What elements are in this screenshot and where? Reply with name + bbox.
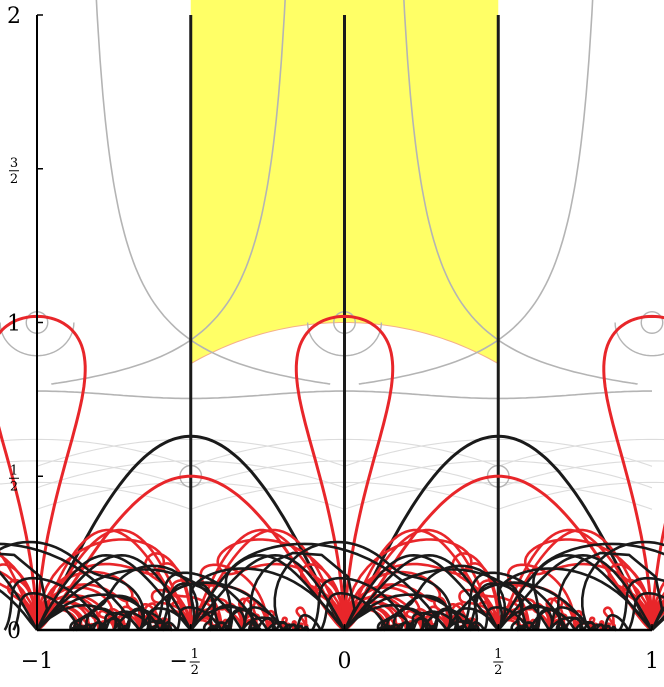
tick-denominator: 2 bbox=[191, 663, 199, 678]
light-level-curve bbox=[0, 481, 191, 510]
x-tick-label: 1 bbox=[645, 649, 659, 674]
y-tick-label: 1 bbox=[7, 312, 21, 337]
black-curve bbox=[189, 567, 346, 631]
black-curve bbox=[548, 616, 583, 632]
black-curve bbox=[0, 570, 39, 631]
light-level-curve bbox=[498, 481, 664, 510]
cusp-marker-circle bbox=[640, 311, 664, 334]
tick-denominator: 2 bbox=[494, 663, 502, 678]
black-curve bbox=[532, 542, 664, 631]
gray-level-curve bbox=[51, 0, 286, 385]
black-curve bbox=[497, 554, 654, 631]
axes-layer bbox=[36, 14, 653, 632]
black-curve bbox=[211, 621, 228, 632]
black-curve bbox=[343, 554, 500, 631]
tick-numerator: 1 bbox=[10, 463, 18, 478]
y-tick-label: 2 bbox=[7, 4, 21, 29]
black-curve bbox=[514, 625, 524, 632]
black-curve bbox=[36, 603, 122, 632]
black-curve bbox=[319, 592, 390, 631]
black-curve bbox=[466, 582, 551, 631]
black-curve bbox=[589, 623, 605, 632]
y-tick-label: 0 bbox=[7, 619, 21, 644]
black-curve bbox=[165, 581, 285, 631]
black-curve bbox=[472, 581, 592, 631]
black-curve bbox=[376, 614, 409, 632]
black-curve bbox=[273, 540, 453, 631]
x-tick-label: −12 bbox=[170, 647, 200, 678]
black-curve bbox=[224, 542, 449, 631]
gray-level-curve bbox=[95, 0, 331, 385]
x-tick-label: 0 bbox=[338, 649, 352, 674]
y-tick-label: 32 bbox=[9, 156, 19, 187]
black-curve bbox=[158, 582, 244, 631]
black-curve bbox=[618, 576, 664, 631]
black-curve bbox=[138, 620, 166, 632]
tick-text: 1 bbox=[7, 312, 21, 337]
black-curve bbox=[497, 567, 654, 631]
red-curve bbox=[523, 538, 654, 625]
x-tick-label: 12 bbox=[493, 647, 504, 678]
black-curve bbox=[35, 434, 346, 631]
black-curve bbox=[102, 611, 141, 632]
black-curve bbox=[519, 621, 535, 632]
black-curve bbox=[79, 623, 93, 632]
black-curve bbox=[248, 551, 356, 632]
black-curve bbox=[189, 554, 346, 631]
tick-numerator: 1 bbox=[191, 647, 199, 662]
tick-denominator: 2 bbox=[10, 479, 18, 494]
black-curve bbox=[555, 551, 664, 632]
gray-level-arc bbox=[614, 322, 664, 357]
tick-denominator: 2 bbox=[10, 172, 18, 187]
black-curve bbox=[581, 540, 664, 631]
tick-numerator: 3 bbox=[10, 156, 18, 171]
black-curve bbox=[206, 625, 217, 632]
light-level-curve bbox=[498, 460, 664, 489]
red-curve bbox=[0, 550, 39, 631]
black-curve bbox=[282, 623, 298, 632]
tick-text: 2 bbox=[7, 4, 21, 29]
tick-text: 0 bbox=[7, 619, 21, 644]
gray-level-curve bbox=[403, 0, 638, 385]
black-curve bbox=[343, 434, 654, 631]
black-curve bbox=[387, 623, 400, 632]
gray-level-curve bbox=[358, 0, 594, 385]
tick-text: 0 bbox=[338, 649, 352, 674]
tick-text: 1 bbox=[645, 649, 659, 674]
tick-text: −1 bbox=[21, 649, 53, 674]
black-curve bbox=[69, 614, 102, 632]
black-curve bbox=[343, 603, 429, 632]
black-curve bbox=[627, 592, 664, 631]
curves-layer bbox=[0, 15, 664, 632]
red-curve bbox=[216, 538, 346, 625]
black-curve bbox=[410, 611, 449, 632]
tick-numerator: 1 bbox=[494, 647, 502, 662]
black-curve bbox=[446, 620, 473, 632]
red-curve bbox=[35, 538, 166, 625]
red-curve bbox=[602, 314, 664, 624]
black-curve bbox=[240, 616, 275, 632]
red-curve bbox=[343, 538, 473, 625]
light-level-curve bbox=[498, 438, 664, 467]
black-curve bbox=[202, 604, 246, 632]
x-tick-label: −1 bbox=[21, 649, 53, 674]
y-tick-label: 12 bbox=[9, 463, 19, 494]
black-curve bbox=[36, 554, 192, 631]
black-curve bbox=[0, 540, 145, 631]
black-curve bbox=[294, 613, 322, 632]
black-curve bbox=[510, 604, 554, 632]
black-curve bbox=[602, 613, 630, 632]
black-curve bbox=[12, 592, 82, 631]
red-curve bbox=[294, 314, 395, 624]
tick-sign: − bbox=[170, 649, 188, 674]
